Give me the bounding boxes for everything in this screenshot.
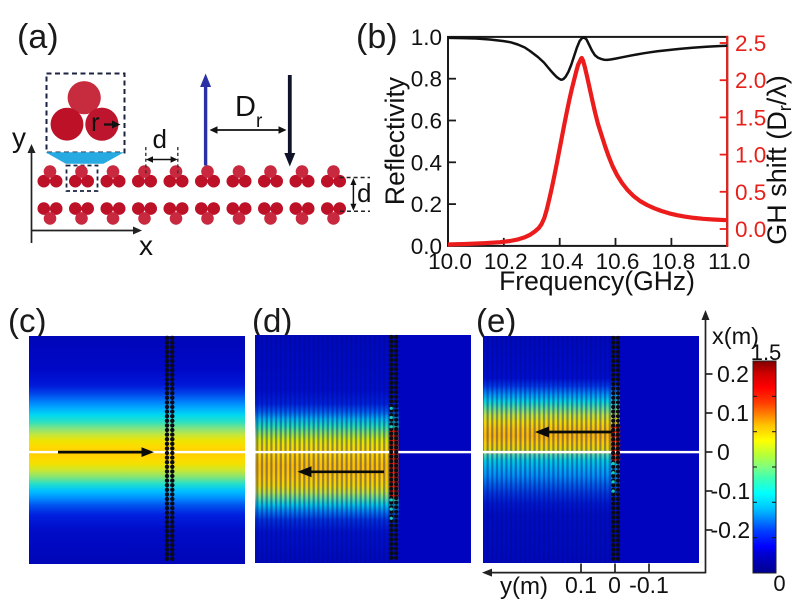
svg-text:0.6: 0.6 (411, 109, 442, 134)
svg-text:2.0: 2.0 (735, 68, 766, 93)
svg-text:0.4: 0.4 (411, 150, 442, 175)
svg-text:y(m): y(m) (500, 573, 548, 600)
svg-text:0.2: 0.2 (411, 192, 442, 217)
svg-text:d: d (153, 124, 167, 154)
svg-text:10.4: 10.4 (540, 249, 584, 274)
svg-text:GH shift (Dr/λ): GH shift (Dr/λ) (762, 75, 795, 245)
svg-text:10.8: 10.8 (652, 249, 696, 274)
svg-text:(d): (d) (252, 302, 292, 339)
svg-text:0.8: 0.8 (411, 67, 442, 92)
svg-text:(c): (c) (8, 302, 46, 339)
svg-text:0.0: 0.0 (735, 217, 766, 242)
svg-text:0.5: 0.5 (735, 180, 766, 205)
svg-text:x(m): x(m) (712, 323, 759, 349)
svg-text:1.0: 1.0 (411, 25, 442, 50)
svg-text:1.5: 1.5 (751, 340, 782, 365)
svg-text:y: y (12, 122, 26, 153)
svg-text:11.0: 11.0 (708, 249, 750, 274)
svg-text:10.2: 10.2 (484, 249, 528, 274)
svg-text:0.0: 0.0 (411, 234, 442, 259)
svg-text:0.1: 0.1 (565, 572, 597, 598)
svg-text:0: 0 (773, 571, 785, 596)
svg-text:(a): (a) (17, 18, 59, 56)
svg-text:-0.2: -0.2 (711, 517, 751, 543)
svg-text:0.1: 0.1 (717, 400, 749, 426)
svg-text:1.0: 1.0 (735, 143, 766, 168)
svg-text:1.5: 1.5 (735, 105, 766, 130)
svg-text:-0.1: -0.1 (711, 478, 751, 504)
svg-text:10.6: 10.6 (596, 249, 640, 274)
svg-text:(b): (b) (356, 18, 398, 56)
svg-text:0: 0 (608, 572, 621, 598)
svg-text:2.5: 2.5 (735, 31, 766, 56)
svg-text:D: D (235, 91, 256, 123)
svg-text:0: 0 (717, 439, 730, 465)
svg-text:r: r (91, 107, 100, 137)
svg-text:d: d (357, 178, 371, 208)
svg-text:Frequency(GHz): Frequency(GHz) (499, 266, 695, 296)
svg-text:Reflectivity: Reflectivity (380, 76, 410, 205)
svg-text:-0.1: -0.1 (629, 572, 669, 598)
svg-text:0.2: 0.2 (717, 361, 749, 387)
svg-text:x: x (139, 230, 153, 261)
svg-text:10.0: 10.0 (428, 249, 472, 274)
svg-text:r: r (256, 111, 263, 132)
svg-text:(e): (e) (476, 302, 516, 339)
